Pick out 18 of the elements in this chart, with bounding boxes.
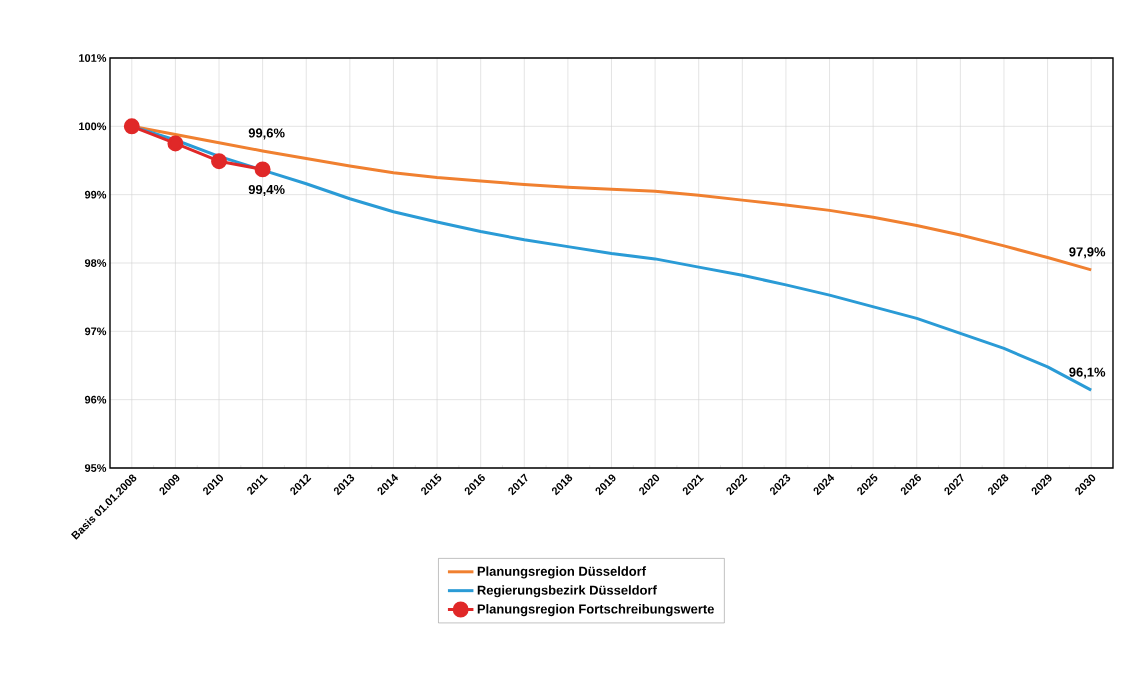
point — [211, 153, 227, 170]
legend-label: Planungsregion Düsseldorf — [477, 566, 647, 579]
y-tick-label: 98% — [84, 259, 107, 267]
y-tick-label: 101% — [79, 54, 107, 62]
annotation: 99,6% — [248, 128, 285, 140]
annotation: 97,9% — [1069, 247, 1106, 259]
y-tick-label: 96% — [84, 395, 107, 404]
annotation: 96,1% — [1069, 367, 1106, 379]
point — [167, 135, 184, 152]
point — [254, 161, 271, 178]
legend-label: Regierungsbezirk Düsseldorf — [477, 585, 657, 598]
y-tick-label: 97% — [84, 327, 107, 336]
y-tick-label: 99% — [84, 190, 107, 199]
point — [123, 118, 140, 135]
annotation: 99,4% — [248, 184, 285, 196]
legend-label: Planungsregion Fortschreibungswerte — [477, 604, 714, 617]
y-tick-label: 95% — [84, 464, 107, 472]
y-tick-label: 100% — [79, 122, 107, 131]
